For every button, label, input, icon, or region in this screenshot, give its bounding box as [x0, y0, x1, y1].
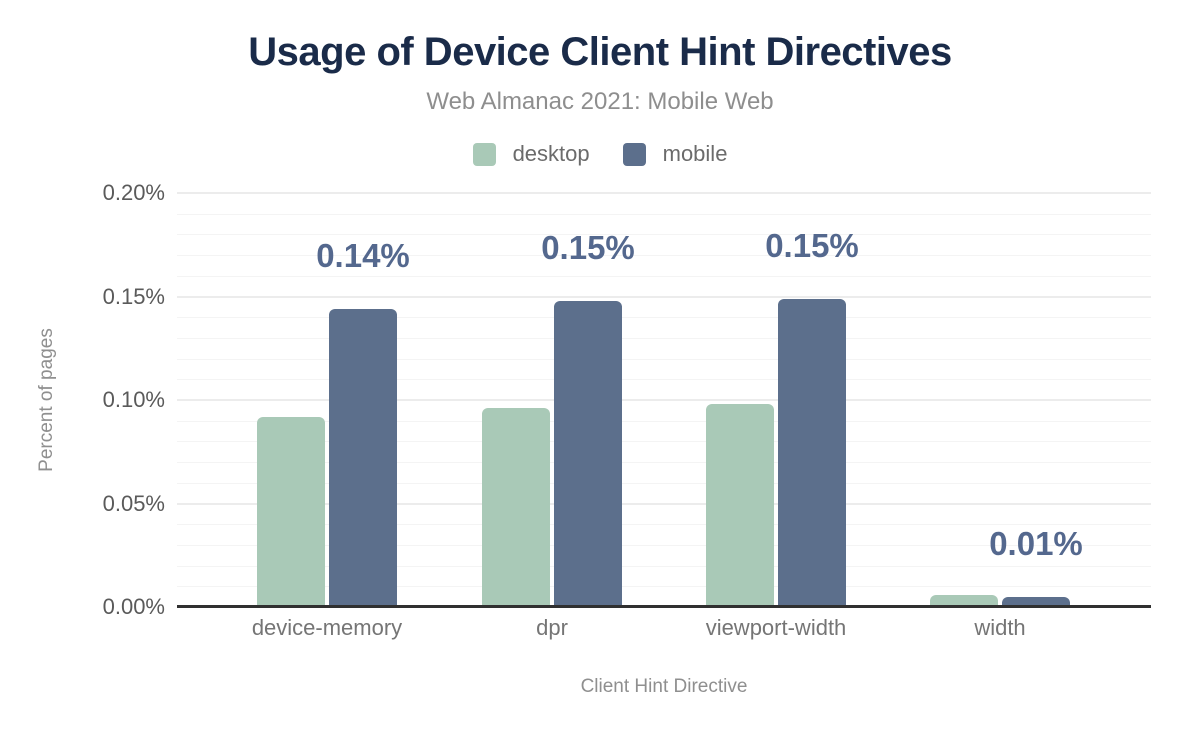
x-tick-label: dpr	[536, 615, 568, 640]
legend-swatch-desktop	[472, 142, 496, 166]
bar-value-label: 0.15%	[765, 227, 859, 264]
gridline-major	[177, 399, 1151, 401]
gridline-minor	[177, 379, 1151, 380]
gridline-minor	[177, 462, 1151, 463]
bar-desktop-dpr	[482, 408, 550, 607]
bar-mobile-viewport-width	[778, 299, 846, 607]
gridline-minor	[177, 359, 1151, 360]
x-tick-label: device-memory	[251, 615, 403, 640]
bar-desktop-viewport-width	[706, 404, 774, 607]
x-tick-label: width	[974, 615, 1026, 640]
gridline-minor	[177, 338, 1151, 339]
legend-item-desktop: desktop	[472, 141, 590, 167]
legend-label-mobile: mobile	[662, 141, 728, 166]
chart-subtitle: Web Almanac 2021: Mobile Web	[426, 88, 774, 115]
x-tick-label: viewport-width	[705, 615, 847, 640]
gridline-minor	[177, 524, 1151, 525]
gridline-minor	[177, 234, 1151, 235]
bar-value-label: 0.15%	[541, 229, 635, 266]
chart-title: Usage of Device Client Hint Directives	[248, 30, 952, 74]
gridline-minor	[177, 276, 1151, 277]
y-tick-label: 0.15%	[102, 284, 165, 309]
bar-mobile-device-memory	[329, 309, 397, 607]
x-axis-title: Client Hint Directive	[580, 676, 748, 697]
gridline-major	[177, 503, 1151, 505]
gridline-minor	[177, 483, 1151, 484]
gridline-minor	[177, 214, 1151, 215]
gridline-minor	[177, 586, 1151, 587]
gridline-minor	[177, 441, 1151, 442]
y-tick-label: 0.20%	[102, 180, 165, 205]
gridline-minor	[177, 566, 1151, 567]
x-axis-line	[177, 605, 1151, 608]
bar-desktop-width	[930, 595, 998, 607]
gridline-minor	[177, 545, 1151, 546]
bar-mobile-dpr	[554, 301, 622, 607]
bar-value-label: 0.14%	[316, 237, 410, 274]
gridline-minor	[177, 255, 1151, 256]
legend: desktop mobile	[0, 141, 1200, 167]
y-tick-label: 0.00%	[102, 594, 165, 619]
gridline-minor	[177, 317, 1151, 318]
gridline-minor	[177, 421, 1151, 422]
gridline-major	[177, 296, 1151, 298]
legend-swatch-mobile	[622, 142, 646, 166]
y-tick-label: 0.10%	[102, 387, 165, 412]
legend-item-mobile: mobile	[622, 141, 728, 167]
bar-value-label: 0.01%	[989, 525, 1083, 562]
bar-mobile-width	[1002, 597, 1070, 607]
legend-label-desktop: desktop	[512, 141, 590, 166]
bar-desktop-device-memory	[257, 417, 325, 607]
y-tick-label: 0.05%	[102, 491, 165, 516]
gridline-major	[177, 192, 1151, 194]
